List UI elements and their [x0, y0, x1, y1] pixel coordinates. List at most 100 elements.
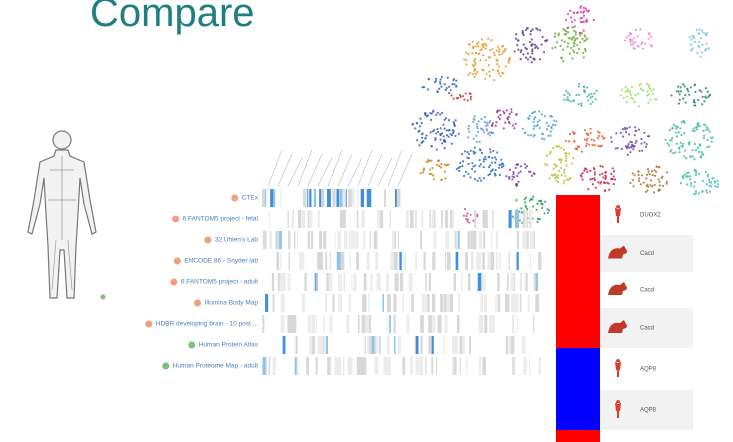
- cluster-point: [633, 134, 636, 137]
- cluster-point: [560, 174, 563, 177]
- body-figure: [27, 130, 97, 299]
- rodent-icon: [608, 282, 627, 295]
- cluster-point: [528, 114, 531, 117]
- cluster-point: [430, 173, 433, 176]
- cluster-point: [473, 177, 477, 181]
- cluster-point: [443, 163, 447, 166]
- heat-cell: [326, 189, 331, 207]
- cluster-point: [633, 174, 636, 177]
- heat-cell: [428, 273, 432, 291]
- cluster-point: [691, 148, 694, 152]
- cluster-point: [540, 206, 544, 210]
- heat-cell: [415, 252, 418, 270]
- heat-cell: [307, 231, 310, 249]
- cluster-point: [416, 139, 419, 142]
- cluster-point: [569, 9, 572, 12]
- cluster-point: [510, 111, 513, 114]
- cluster-point: [459, 161, 462, 164]
- heat-cell: [296, 231, 299, 249]
- cluster-point: [469, 95, 472, 98]
- heat-cell: [508, 252, 510, 270]
- heat-cell: [406, 315, 410, 333]
- cluster-point: [706, 90, 709, 93]
- cluster-point: [532, 205, 535, 208]
- cluster-point: [493, 161, 497, 164]
- cluster-point: [447, 91, 451, 95]
- cluster-point: [706, 175, 710, 178]
- cluster-point: [566, 31, 570, 34]
- cluster-point: [635, 129, 638, 132]
- cluster-point: [524, 201, 527, 204]
- heat-cell: [513, 357, 516, 375]
- cluster-point: [644, 42, 647, 45]
- heat-cell: [431, 336, 434, 354]
- cluster-point: [507, 115, 510, 118]
- heat-cell: [497, 294, 501, 312]
- heat-cell: [317, 336, 321, 354]
- heat-cell: [379, 210, 384, 228]
- heat-cell: [383, 357, 386, 375]
- cluster-point: [595, 89, 598, 92]
- cluster-point: [488, 49, 492, 52]
- cluster-point: [678, 147, 681, 150]
- cluster-point: [589, 102, 592, 106]
- cluster-point: [508, 176, 511, 179]
- cluster-point: [474, 164, 477, 167]
- panel-label: AQP8: [640, 367, 657, 373]
- heat-cell: [294, 357, 297, 375]
- heat-cell: [397, 231, 399, 249]
- cluster-point: [611, 178, 614, 181]
- cluster-point: [453, 124, 456, 128]
- cluster-point: [577, 93, 581, 96]
- cluster-point: [480, 151, 484, 155]
- cluster-point: [439, 134, 442, 137]
- cluster-point: [689, 86, 693, 89]
- cluster-point: [597, 181, 600, 184]
- cluster-point: [699, 55, 702, 58]
- cluster-point: [475, 134, 478, 137]
- cluster-point: [465, 214, 468, 218]
- row-label: CTEx: [242, 195, 259, 202]
- cluster-point: [498, 53, 501, 56]
- cluster-point: [515, 113, 518, 116]
- cluster-point: [710, 140, 713, 143]
- heat-cell: [347, 357, 352, 375]
- cluster-point: [514, 122, 517, 126]
- heat-cell: [337, 231, 342, 249]
- cluster-point: [634, 28, 638, 32]
- cluster-point: [540, 137, 544, 140]
- cluster-point: [496, 59, 499, 62]
- cluster-point: [644, 145, 648, 148]
- heat-cell: [296, 336, 298, 354]
- cluster-point: [480, 127, 484, 131]
- cluster-point: [705, 42, 708, 45]
- cluster-point: [524, 131, 527, 135]
- cluster-point: [468, 43, 471, 46]
- cluster-point: [653, 191, 656, 194]
- heat-cell: [363, 273, 367, 291]
- cluster-point: [467, 172, 470, 176]
- cluster-point: [468, 221, 471, 224]
- cluster-point: [524, 28, 528, 32]
- cluster-point: [636, 35, 639, 38]
- heat-cell: [415, 210, 417, 228]
- cluster-point: [495, 158, 498, 161]
- cluster-point: [708, 145, 711, 148]
- cluster-point: [672, 151, 675, 155]
- cluster-point: [532, 57, 535, 60]
- cluster-point: [630, 85, 634, 89]
- cluster-point: [693, 84, 696, 87]
- cluster-point: [507, 61, 510, 64]
- cluster-point: [522, 43, 525, 46]
- heat-cell: [338, 273, 342, 291]
- cluster-point: [478, 177, 481, 180]
- heat-cell: [533, 273, 536, 291]
- panel-row: [600, 390, 693, 430]
- cluster-point: [697, 40, 701, 43]
- cluster-point: [500, 166, 504, 169]
- cluster-point: [705, 128, 708, 132]
- cluster-point: [556, 174, 559, 177]
- cluster-point: [530, 61, 533, 64]
- cluster-point: [678, 93, 681, 96]
- heat-cell: [438, 315, 442, 333]
